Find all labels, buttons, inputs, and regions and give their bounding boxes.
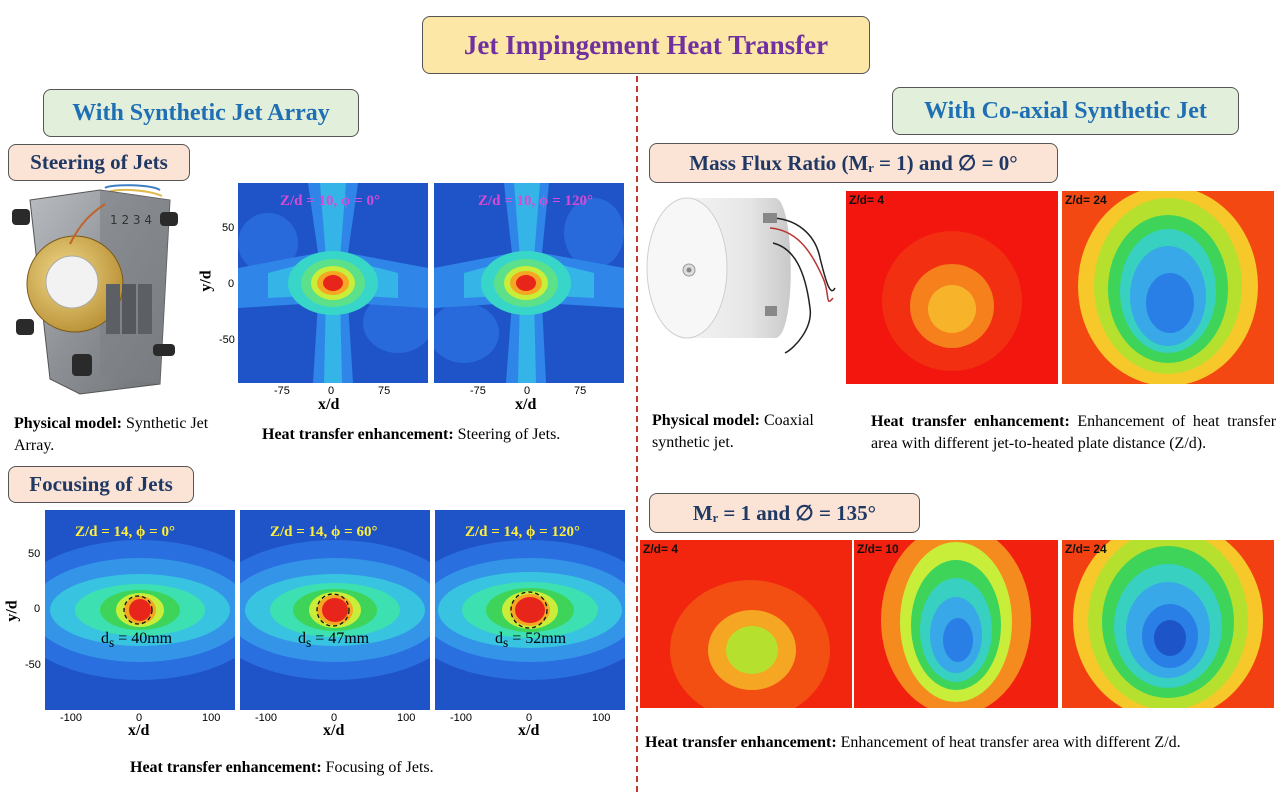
ir-image-zd4: Z/d= 4 bbox=[846, 191, 1058, 384]
coaxial-jet-photo bbox=[645, 188, 845, 363]
coaxial-physical-caption: Physical model: Coaxial synthetic jet. bbox=[652, 412, 814, 451]
focusing-x-tick: -100 bbox=[450, 712, 473, 724]
focusing-y-tick: -50 bbox=[25, 659, 41, 671]
steering-plot-1: Z/d = 10, ϕ = 0° bbox=[238, 183, 428, 383]
steering-x-tick: 75 bbox=[574, 385, 587, 397]
focusing-x-tick: 0 bbox=[331, 712, 338, 724]
heading-focusing-of-jets: Focusing of Jets bbox=[8, 466, 194, 503]
steering-y-axis-label: y/d bbox=[197, 270, 215, 292]
steering-physical-caption: Physical model: Synthetic Jet Array. bbox=[14, 415, 209, 454]
ir-image-label: Z/d= 10 bbox=[857, 542, 899, 556]
steering-panel-label: Z/d = 10, ϕ = 120° bbox=[478, 193, 593, 209]
heading-mass-flux-ratio: Mass Flux Ratio (Mᵣ = 1) and ∅ = 0° bbox=[649, 143, 1058, 183]
focusing-diameter-label: ds = 47mm bbox=[298, 630, 370, 651]
svg-text:1 2 3 4: 1 2 3 4 bbox=[110, 213, 152, 227]
ir-image-label: Z/d= 24 bbox=[1065, 193, 1107, 207]
focusing-panel-label: Z/d = 14, ϕ = 60° bbox=[270, 524, 378, 540]
focusing-plot-1: Z/d = 14, ϕ = 0° ds = 40mm bbox=[45, 510, 235, 710]
focusing-plot-2: Z/d = 14, ϕ = 60° ds = 47mm bbox=[240, 510, 430, 710]
steering-x-tick: 0 bbox=[328, 385, 335, 397]
steering-x-axis-label: x/d bbox=[318, 396, 340, 413]
focusing-x-tick: 0 bbox=[136, 712, 143, 724]
focusing-y-axis-label: y/d bbox=[3, 600, 21, 622]
focusing-y-tick: 0 bbox=[34, 603, 41, 615]
focusing-caption: Heat transfer enhancement: Focusing of J… bbox=[130, 759, 434, 776]
ir-image-zd24: Z/d= 24 bbox=[1062, 191, 1274, 384]
steering-x-tick: 0 bbox=[524, 385, 531, 397]
steering-plot-2: Z/d = 10, ϕ = 120° bbox=[434, 183, 624, 383]
heading-synthetic-jet-array: With Synthetic Jet Array bbox=[43, 89, 359, 137]
second-caption: Heat transfer enhancement: Enhancement o… bbox=[645, 734, 1181, 751]
ir-image-label: Z/d= 4 bbox=[849, 193, 885, 207]
mass-flux-caption: Heat transfer enhancement: Enhancement o… bbox=[871, 413, 1277, 452]
focusing-x-tick: 100 bbox=[592, 712, 611, 724]
main-title: Jet Impingement Heat Transfer bbox=[422, 16, 870, 74]
focusing-x-tick: -100 bbox=[60, 712, 83, 724]
steering-caption: Heat transfer enhancement: Steering of J… bbox=[262, 426, 561, 443]
steering-x-axis-label: x/d bbox=[515, 396, 537, 413]
center-divider bbox=[636, 76, 638, 792]
steering-panel-label: Z/d = 10, ϕ = 0° bbox=[280, 193, 380, 209]
steering-y-tick: 50 bbox=[222, 222, 235, 234]
steering-y-tick: 0 bbox=[228, 278, 235, 290]
steering-x-tick: -75 bbox=[274, 385, 290, 397]
heading-co-axial-synthetic-jet: With Co-axial Synthetic Jet bbox=[892, 87, 1239, 135]
focusing-x-tick: 100 bbox=[397, 712, 416, 724]
focusing-panel-label: Z/d = 14, ϕ = 0° bbox=[75, 524, 175, 540]
focusing-x-tick: -100 bbox=[255, 712, 278, 724]
focusing-x-axis-label: x/d bbox=[518, 722, 540, 739]
steering-x-tick: -75 bbox=[470, 385, 486, 397]
focusing-y-tick: 50 bbox=[28, 548, 41, 560]
heading-mr-1-phi-135: Mᵣ = 1 and ∅ = 135° bbox=[649, 493, 920, 533]
focusing-diameter-label: ds = 52mm bbox=[495, 630, 567, 651]
steering-x-tick: 75 bbox=[378, 385, 391, 397]
ir-image-2-zd4: Z/d= 4 bbox=[640, 540, 852, 708]
focusing-plot-3: Z/d = 14, ϕ = 120° ds = 52mm bbox=[435, 510, 625, 710]
focusing-x-tick: 0 bbox=[526, 712, 533, 724]
ir-image-2-zd10: Z/d= 10 bbox=[854, 540, 1058, 708]
ir-image-2-zd24: Z/d= 24 bbox=[1062, 540, 1274, 708]
focusing-x-axis-label: x/d bbox=[128, 722, 150, 739]
synthetic-jet-array-photo: 1 2 3 4 bbox=[10, 184, 185, 399]
ir-image-label: Z/d= 4 bbox=[643, 542, 679, 556]
heading-steering-of-jets: Steering of Jets bbox=[8, 144, 190, 181]
steering-y-tick: -50 bbox=[219, 334, 235, 346]
focusing-panel-label: Z/d = 14, ϕ = 120° bbox=[465, 524, 580, 540]
focusing-diameter-label: ds = 40mm bbox=[101, 630, 173, 651]
focusing-x-axis-label: x/d bbox=[323, 722, 345, 739]
focusing-x-tick: 100 bbox=[202, 712, 221, 724]
ir-image-label: Z/d= 24 bbox=[1065, 542, 1107, 556]
